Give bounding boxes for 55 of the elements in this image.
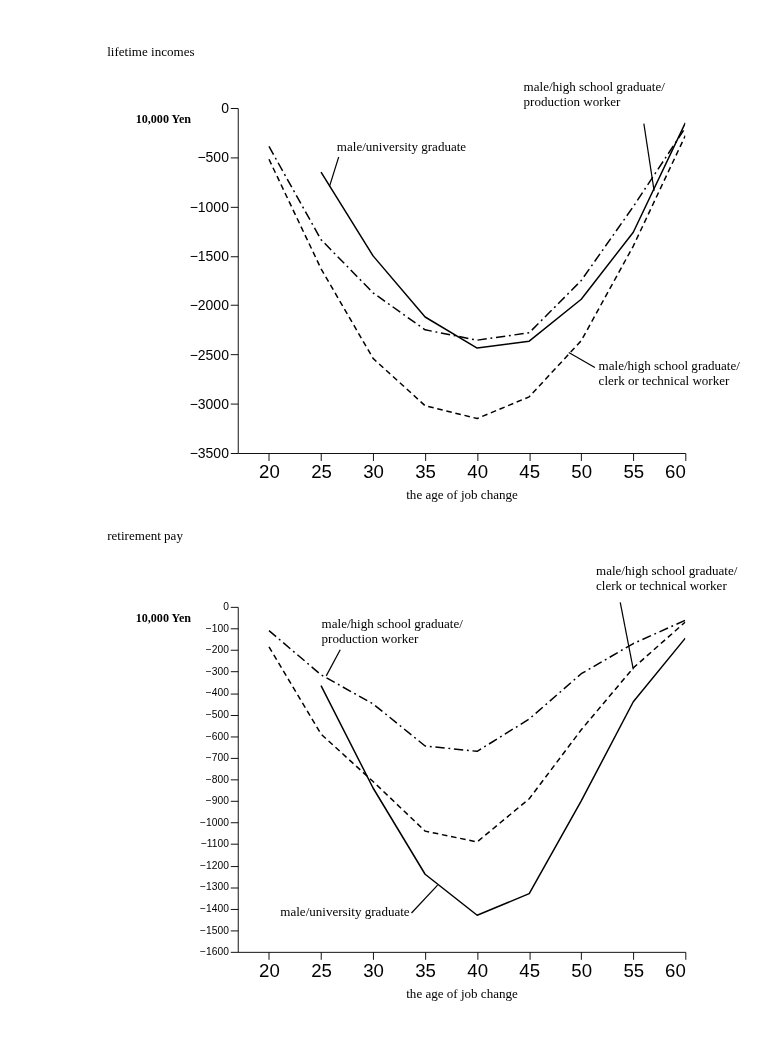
- y-tick-label: −1000: [189, 198, 230, 215]
- chart-title: retirement pay: [107, 527, 184, 543]
- y-tick-label: −200: [205, 644, 230, 656]
- x-tick-label: 40: [467, 460, 488, 482]
- x-tick-label: 55: [623, 959, 645, 981]
- annotation: male/university graduate: [280, 903, 410, 919]
- annotation: male/high school graduate/ production worker: [321, 616, 464, 647]
- y-tick-label: −1300: [200, 881, 230, 893]
- y-tick-label: −1100: [200, 838, 230, 850]
- y-axis-title: 10,000 Yen: [135, 112, 192, 127]
- x-tick-label: 50: [571, 460, 593, 482]
- y-tick-label: −2000: [189, 297, 230, 314]
- y-tick-label: −800: [205, 773, 230, 785]
- x-tick-label: 45: [519, 959, 541, 981]
- x-tick-label: 60: [665, 959, 686, 981]
- x-tick-label: 25: [311, 959, 332, 981]
- y-tick-label: −300: [205, 665, 230, 677]
- y-tick-label: −500: [205, 708, 230, 720]
- y-tick-label: −1500: [200, 924, 230, 936]
- x-tick-label: 40: [467, 959, 488, 981]
- annotation: male/university graduate: [336, 138, 467, 154]
- annotation: male/high school graduate/ clerk or technical worker: [596, 563, 738, 594]
- x-tick-label: 55: [623, 460, 645, 482]
- x-tick-label: 45: [519, 460, 541, 482]
- y-tick-label: −1000: [200, 816, 230, 828]
- y-tick-label: −400: [205, 687, 230, 699]
- y-tick-label: −1500: [189, 248, 230, 265]
- y-tick-label: −3500: [189, 445, 230, 462]
- annotation: male/high school graduate/ clerk or technical worker: [598, 358, 741, 389]
- y-tick-label: −600: [205, 730, 230, 742]
- x-tick-label: 35: [415, 460, 436, 482]
- x-tick-label: 30: [363, 959, 384, 981]
- x-tick-label: 60: [665, 460, 686, 482]
- chart-title: lifetime incomes: [107, 43, 195, 59]
- y-tick-label: −1400: [200, 903, 230, 915]
- y-tick-label: 0: [223, 601, 230, 613]
- x-tick-label: 25: [311, 460, 332, 482]
- x-axis-title: the age of job change: [406, 986, 519, 1002]
- y-tick-label: −1200: [200, 859, 230, 871]
- y-tick-label: −100: [205, 622, 230, 634]
- x-tick-label: 20: [259, 460, 280, 482]
- y-axis-title: 10,000 Yen: [135, 611, 192, 626]
- x-tick-label: 50: [571, 959, 593, 981]
- x-tick-label: 35: [415, 959, 436, 981]
- y-tick-label: −1600: [200, 946, 230, 958]
- x-axis-title: the age of job change: [406, 487, 519, 503]
- y-tick-label: −500: [197, 149, 230, 166]
- y-tick-label: −3000: [189, 395, 230, 412]
- x-tick-label: 20: [259, 959, 280, 981]
- y-tick-label: −900: [205, 795, 230, 807]
- x-tick-label: 30: [363, 460, 384, 482]
- annotation: male/high school graduate/ production worker: [523, 79, 666, 109]
- y-tick-label: 0: [221, 100, 230, 117]
- y-tick-label: −2500: [189, 346, 230, 363]
- y-tick-label: −700: [205, 752, 230, 764]
